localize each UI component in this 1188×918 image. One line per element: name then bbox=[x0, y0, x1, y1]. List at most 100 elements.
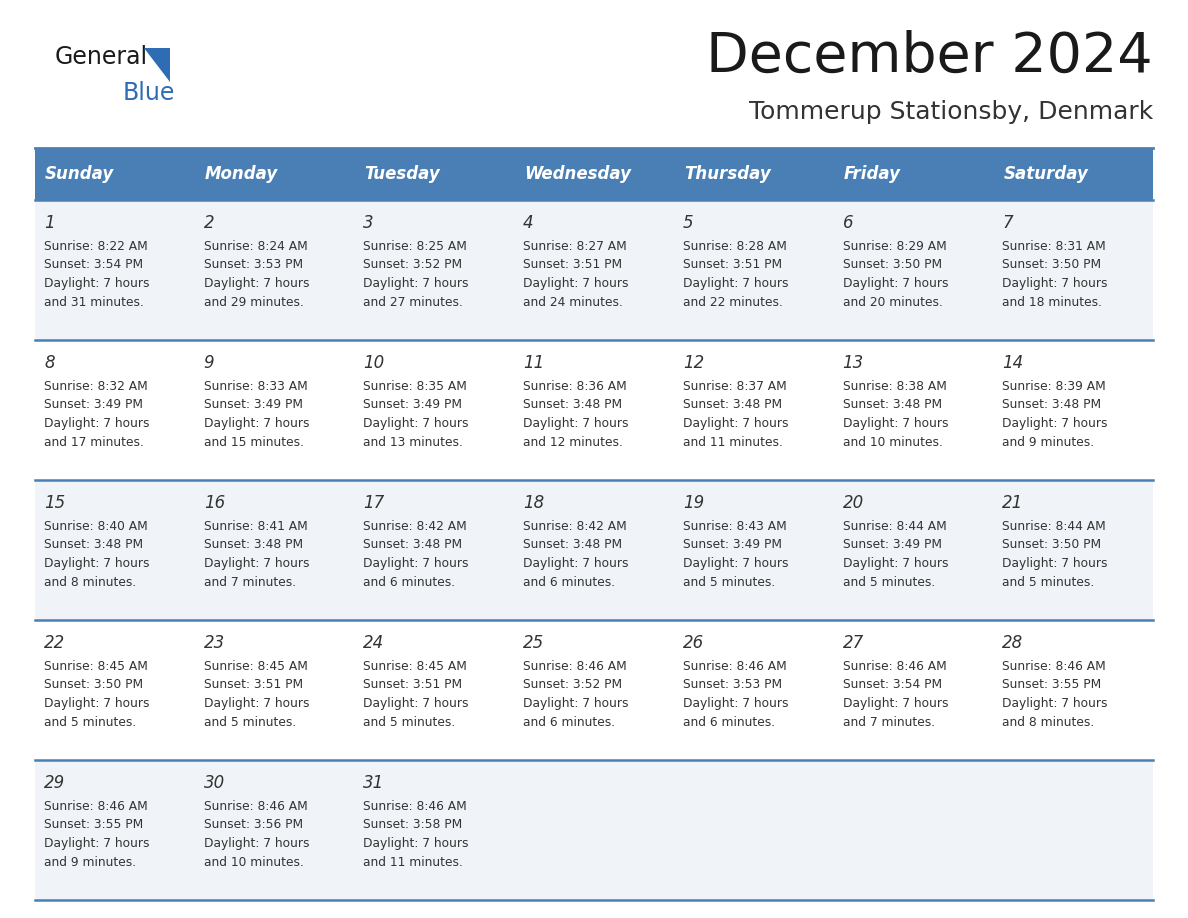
Text: Sunrise: 8:45 AM: Sunrise: 8:45 AM bbox=[364, 660, 467, 673]
Text: 26: 26 bbox=[683, 634, 704, 652]
Text: Daylight: 7 hours: Daylight: 7 hours bbox=[203, 557, 309, 570]
Text: 31: 31 bbox=[364, 774, 385, 792]
Text: Sunrise: 8:32 AM: Sunrise: 8:32 AM bbox=[44, 380, 147, 393]
Bar bbox=[34, 340, 1154, 480]
Text: and 5 minutes.: and 5 minutes. bbox=[364, 715, 456, 729]
Text: 11: 11 bbox=[523, 354, 544, 372]
Text: Sunrise: 8:31 AM: Sunrise: 8:31 AM bbox=[1003, 240, 1106, 253]
Text: and 7 minutes.: and 7 minutes. bbox=[203, 576, 296, 588]
Text: 5: 5 bbox=[683, 214, 694, 232]
Text: Daylight: 7 hours: Daylight: 7 hours bbox=[44, 277, 150, 290]
Text: Sunday: Sunday bbox=[45, 165, 114, 183]
Text: Daylight: 7 hours: Daylight: 7 hours bbox=[203, 697, 309, 710]
Polygon shape bbox=[144, 48, 170, 82]
Text: Daylight: 7 hours: Daylight: 7 hours bbox=[683, 277, 789, 290]
Text: 15: 15 bbox=[44, 494, 65, 512]
Text: 1: 1 bbox=[44, 214, 55, 232]
Text: Sunrise: 8:41 AM: Sunrise: 8:41 AM bbox=[203, 520, 308, 533]
Bar bbox=[34, 620, 1154, 760]
Text: and 5 minutes.: and 5 minutes. bbox=[203, 715, 296, 729]
Text: Daylight: 7 hours: Daylight: 7 hours bbox=[523, 277, 628, 290]
Text: Sunset: 3:54 PM: Sunset: 3:54 PM bbox=[44, 259, 143, 272]
Text: Sunset: 3:52 PM: Sunset: 3:52 PM bbox=[523, 678, 623, 691]
Text: and 9 minutes.: and 9 minutes. bbox=[1003, 435, 1094, 449]
Text: Daylight: 7 hours: Daylight: 7 hours bbox=[842, 277, 948, 290]
Text: Tommerup Stationsby, Denmark: Tommerup Stationsby, Denmark bbox=[748, 100, 1154, 124]
Text: Daylight: 7 hours: Daylight: 7 hours bbox=[364, 557, 469, 570]
Text: Sunset: 3:52 PM: Sunset: 3:52 PM bbox=[364, 259, 462, 272]
Text: and 12 minutes.: and 12 minutes. bbox=[523, 435, 623, 449]
Text: Sunrise: 8:42 AM: Sunrise: 8:42 AM bbox=[523, 520, 627, 533]
Text: and 27 minutes.: and 27 minutes. bbox=[364, 296, 463, 308]
Text: Daylight: 7 hours: Daylight: 7 hours bbox=[44, 557, 150, 570]
Text: Sunrise: 8:44 AM: Sunrise: 8:44 AM bbox=[842, 520, 947, 533]
Text: Sunset: 3:51 PM: Sunset: 3:51 PM bbox=[364, 678, 462, 691]
Text: Wednesday: Wednesday bbox=[524, 165, 631, 183]
Text: Sunrise: 8:35 AM: Sunrise: 8:35 AM bbox=[364, 380, 467, 393]
Text: Sunset: 3:50 PM: Sunset: 3:50 PM bbox=[1003, 259, 1101, 272]
Text: Sunrise: 8:39 AM: Sunrise: 8:39 AM bbox=[1003, 380, 1106, 393]
Text: Sunset: 3:55 PM: Sunset: 3:55 PM bbox=[44, 819, 144, 832]
Text: Sunset: 3:50 PM: Sunset: 3:50 PM bbox=[842, 259, 942, 272]
Text: Sunset: 3:51 PM: Sunset: 3:51 PM bbox=[683, 259, 782, 272]
Text: Sunset: 3:48 PM: Sunset: 3:48 PM bbox=[523, 539, 623, 552]
Text: 23: 23 bbox=[203, 634, 225, 652]
Text: Sunset: 3:49 PM: Sunset: 3:49 PM bbox=[683, 539, 782, 552]
Bar bbox=[34, 480, 1154, 620]
Text: and 8 minutes.: and 8 minutes. bbox=[1003, 715, 1094, 729]
Text: Daylight: 7 hours: Daylight: 7 hours bbox=[1003, 277, 1107, 290]
Text: Daylight: 7 hours: Daylight: 7 hours bbox=[523, 557, 628, 570]
Text: 2: 2 bbox=[203, 214, 214, 232]
Text: and 9 minutes.: and 9 minutes. bbox=[44, 856, 137, 868]
Text: Sunrise: 8:46 AM: Sunrise: 8:46 AM bbox=[683, 660, 786, 673]
Text: Sunset: 3:54 PM: Sunset: 3:54 PM bbox=[842, 678, 942, 691]
Text: Daylight: 7 hours: Daylight: 7 hours bbox=[203, 277, 309, 290]
Text: 19: 19 bbox=[683, 494, 704, 512]
Text: Sunrise: 8:22 AM: Sunrise: 8:22 AM bbox=[44, 240, 147, 253]
Text: 8: 8 bbox=[44, 354, 55, 372]
Text: Sunrise: 8:36 AM: Sunrise: 8:36 AM bbox=[523, 380, 627, 393]
Text: Sunset: 3:50 PM: Sunset: 3:50 PM bbox=[1003, 539, 1101, 552]
Text: Daylight: 7 hours: Daylight: 7 hours bbox=[842, 557, 948, 570]
Text: Sunset: 3:48 PM: Sunset: 3:48 PM bbox=[364, 539, 462, 552]
Text: Daylight: 7 hours: Daylight: 7 hours bbox=[523, 697, 628, 710]
Text: Daylight: 7 hours: Daylight: 7 hours bbox=[44, 697, 150, 710]
Text: Blue: Blue bbox=[124, 81, 176, 105]
Text: and 5 minutes.: and 5 minutes. bbox=[1003, 576, 1094, 588]
Text: 6: 6 bbox=[842, 214, 853, 232]
Text: and 20 minutes.: and 20 minutes. bbox=[842, 296, 942, 308]
Text: Sunrise: 8:33 AM: Sunrise: 8:33 AM bbox=[203, 380, 308, 393]
Text: and 7 minutes.: and 7 minutes. bbox=[842, 715, 935, 729]
Text: and 10 minutes.: and 10 minutes. bbox=[842, 435, 942, 449]
Text: 3: 3 bbox=[364, 214, 374, 232]
Text: December 2024: December 2024 bbox=[707, 30, 1154, 84]
Text: and 5 minutes.: and 5 minutes. bbox=[44, 715, 137, 729]
Text: 24: 24 bbox=[364, 634, 385, 652]
Text: Sunrise: 8:29 AM: Sunrise: 8:29 AM bbox=[842, 240, 947, 253]
Text: Monday: Monday bbox=[204, 165, 278, 183]
Text: Sunrise: 8:46 AM: Sunrise: 8:46 AM bbox=[523, 660, 627, 673]
Text: Daylight: 7 hours: Daylight: 7 hours bbox=[364, 277, 469, 290]
Text: Daylight: 7 hours: Daylight: 7 hours bbox=[44, 837, 150, 850]
Text: Sunset: 3:48 PM: Sunset: 3:48 PM bbox=[203, 539, 303, 552]
Text: Sunset: 3:53 PM: Sunset: 3:53 PM bbox=[683, 678, 782, 691]
Text: Sunset: 3:48 PM: Sunset: 3:48 PM bbox=[683, 398, 782, 411]
Text: and 11 minutes.: and 11 minutes. bbox=[683, 435, 783, 449]
Text: 28: 28 bbox=[1003, 634, 1024, 652]
Text: Saturday: Saturday bbox=[1004, 165, 1088, 183]
Text: 9: 9 bbox=[203, 354, 214, 372]
Text: Sunrise: 8:28 AM: Sunrise: 8:28 AM bbox=[683, 240, 786, 253]
Text: and 13 minutes.: and 13 minutes. bbox=[364, 435, 463, 449]
Text: 29: 29 bbox=[44, 774, 65, 792]
Text: Sunrise: 8:42 AM: Sunrise: 8:42 AM bbox=[364, 520, 467, 533]
Text: 18: 18 bbox=[523, 494, 544, 512]
Text: Daylight: 7 hours: Daylight: 7 hours bbox=[203, 837, 309, 850]
Text: Daylight: 7 hours: Daylight: 7 hours bbox=[203, 417, 309, 430]
Text: 14: 14 bbox=[1003, 354, 1024, 372]
Text: Sunset: 3:53 PM: Sunset: 3:53 PM bbox=[203, 259, 303, 272]
Text: Daylight: 7 hours: Daylight: 7 hours bbox=[683, 697, 789, 710]
Text: and 5 minutes.: and 5 minutes. bbox=[842, 576, 935, 588]
Text: 12: 12 bbox=[683, 354, 704, 372]
Text: Sunrise: 8:25 AM: Sunrise: 8:25 AM bbox=[364, 240, 467, 253]
Text: Sunset: 3:48 PM: Sunset: 3:48 PM bbox=[523, 398, 623, 411]
